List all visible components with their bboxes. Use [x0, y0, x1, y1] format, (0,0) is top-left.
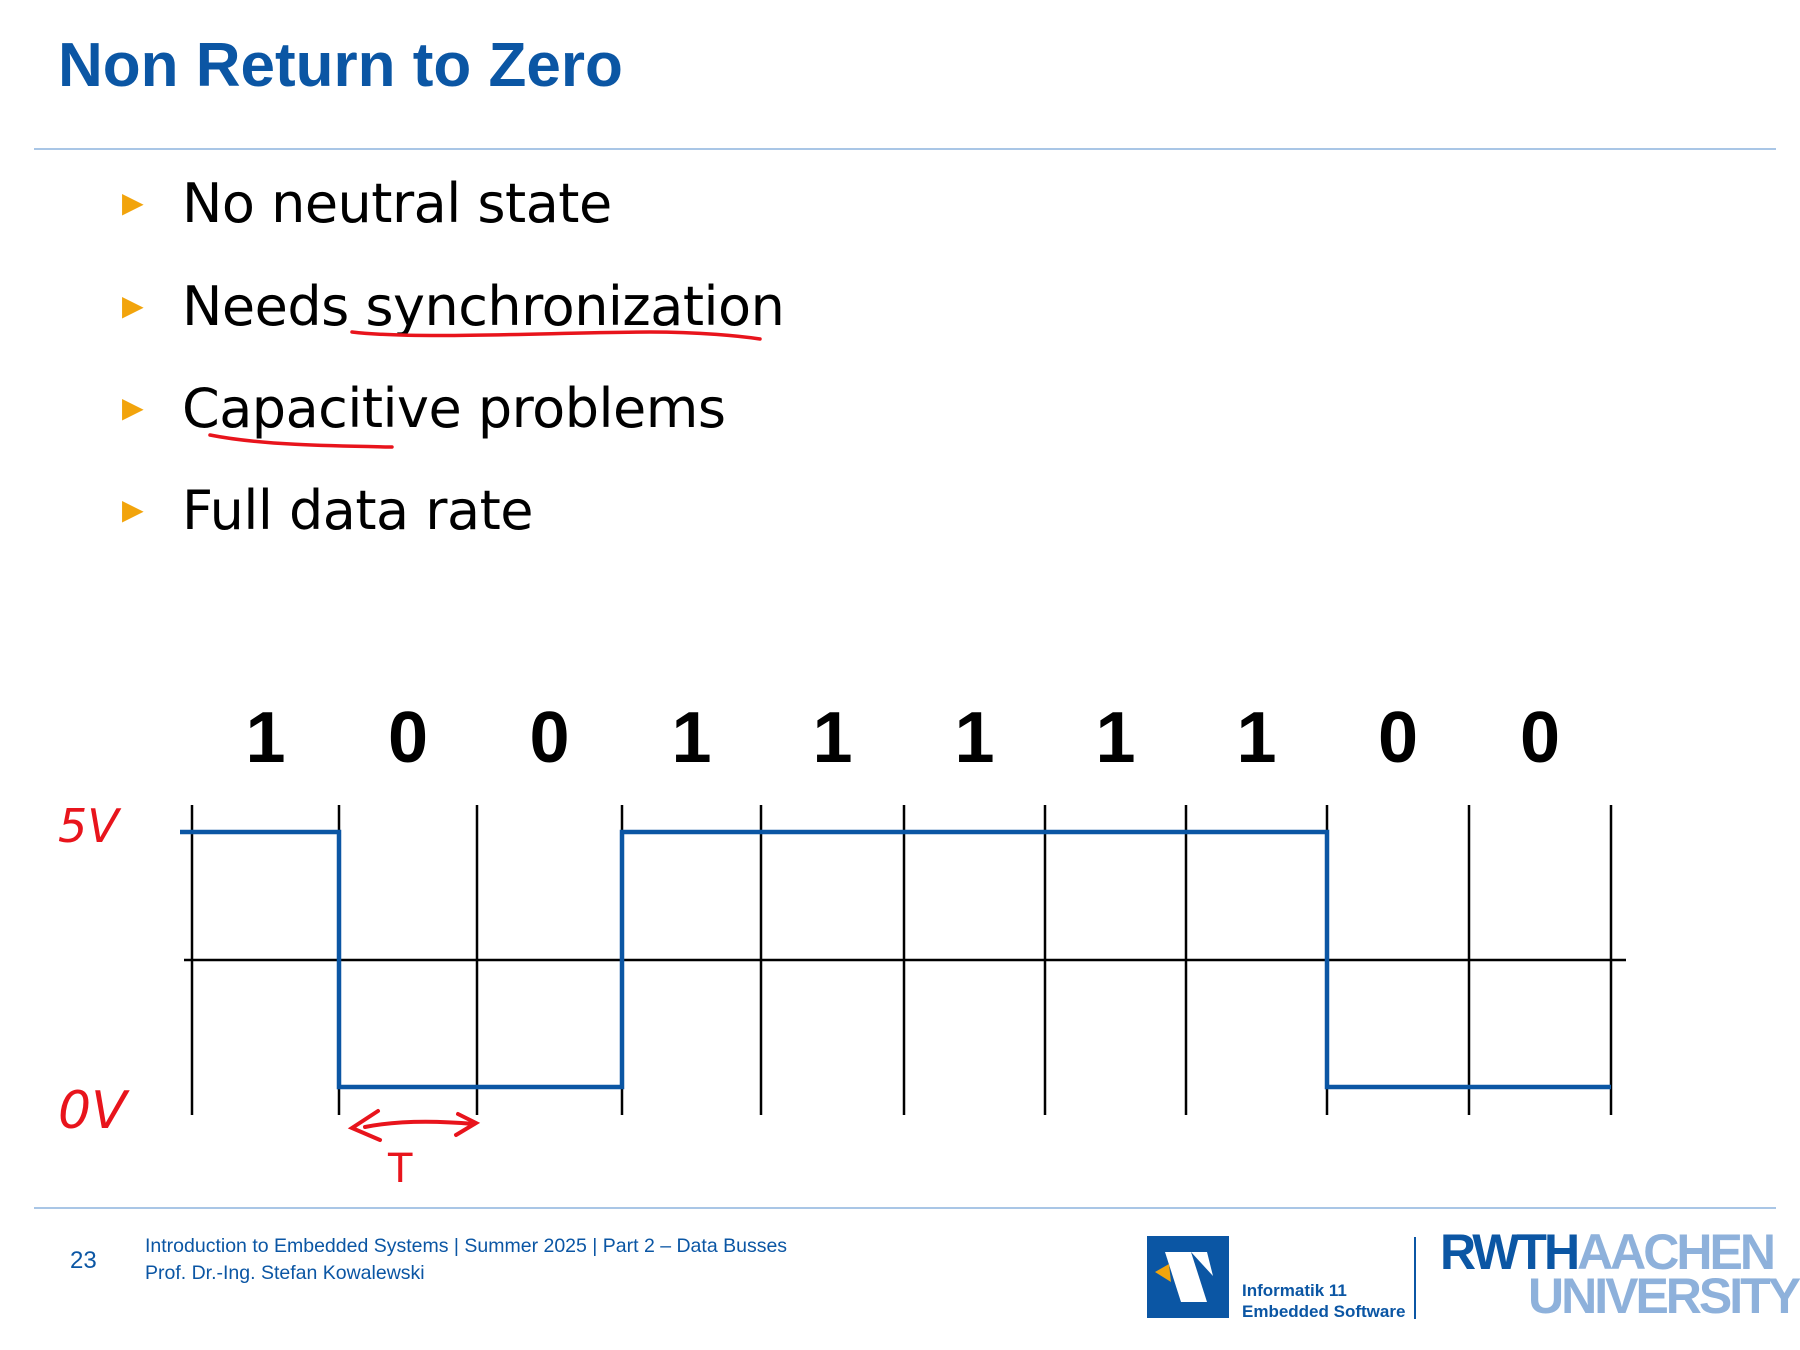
- university-name-part2: AACHEN: [1577, 1224, 1776, 1280]
- high-voltage-label: 5V: [58, 799, 122, 853]
- bullet-text: No neutral state: [182, 171, 612, 235]
- bit-label: 0: [529, 698, 569, 778]
- bit-labels: 1 0 0 1 1 1 1 1 0 0: [245, 698, 1560, 778]
- bullet-text: Capacitive problems: [182, 376, 726, 440]
- period-label: T: [387, 1146, 413, 1192]
- logo-divider: [1414, 1237, 1416, 1319]
- dept-name: Informatik 11: [1242, 1281, 1347, 1300]
- footer-rule: [34, 1207, 1776, 1209]
- bullet-item: ► No neutral state: [115, 163, 612, 243]
- university-name-part1: RWTH: [1440, 1224, 1580, 1280]
- page-number: 23: [70, 1247, 97, 1274]
- bit-label: 1: [1095, 698, 1135, 778]
- bullet-arrow-icon: ►: [115, 489, 151, 530]
- rwth-logo: RWTHAACHEN UNIVERSITY: [1440, 1227, 1800, 1321]
- bit-label: 1: [245, 698, 285, 778]
- bullet-text: Needs synchronization: [182, 274, 785, 338]
- nrz-waveform: [180, 829, 1611, 1090]
- bit-label: 1: [671, 698, 711, 778]
- informatik-logo: [1147, 1236, 1229, 1318]
- dept-subname: Embedded Software: [1242, 1302, 1406, 1321]
- bit-label: 0: [388, 698, 428, 778]
- bullet-item: ► Capacitive problems: [115, 368, 726, 448]
- header-rule: [34, 148, 1776, 150]
- bullet-arrow-icon: ►: [115, 387, 151, 428]
- bit-label: 1: [1236, 698, 1276, 778]
- underline-mark: [350, 330, 762, 341]
- slide-title: Non Return to Zero: [58, 31, 623, 100]
- low-voltage-label: 0V: [58, 1081, 130, 1141]
- university-name-part3: UNIVERSITY: [1528, 1268, 1800, 1324]
- bullet-text: Full data rate: [182, 478, 534, 542]
- bullet-item: ► Full data rate: [115, 470, 534, 550]
- bullet-arrow-icon: ►: [115, 182, 151, 223]
- bullet-item: ► Needs synchronization: [115, 266, 785, 346]
- bit-label: 1: [812, 698, 852, 778]
- bit-label: 0: [1378, 698, 1418, 778]
- bullet-arrow-icon: ►: [115, 285, 151, 326]
- period-arrow-icon: [347, 1109, 481, 1142]
- bit-label: 0: [1520, 698, 1560, 778]
- underline-mark: [208, 433, 394, 449]
- course-info: Introduction to Embedded Systems | Summe…: [145, 1235, 788, 1257]
- bit-label: 1: [954, 698, 994, 778]
- author-info: Prof. Dr.-Ing. Stefan Kowalewski: [145, 1262, 425, 1284]
